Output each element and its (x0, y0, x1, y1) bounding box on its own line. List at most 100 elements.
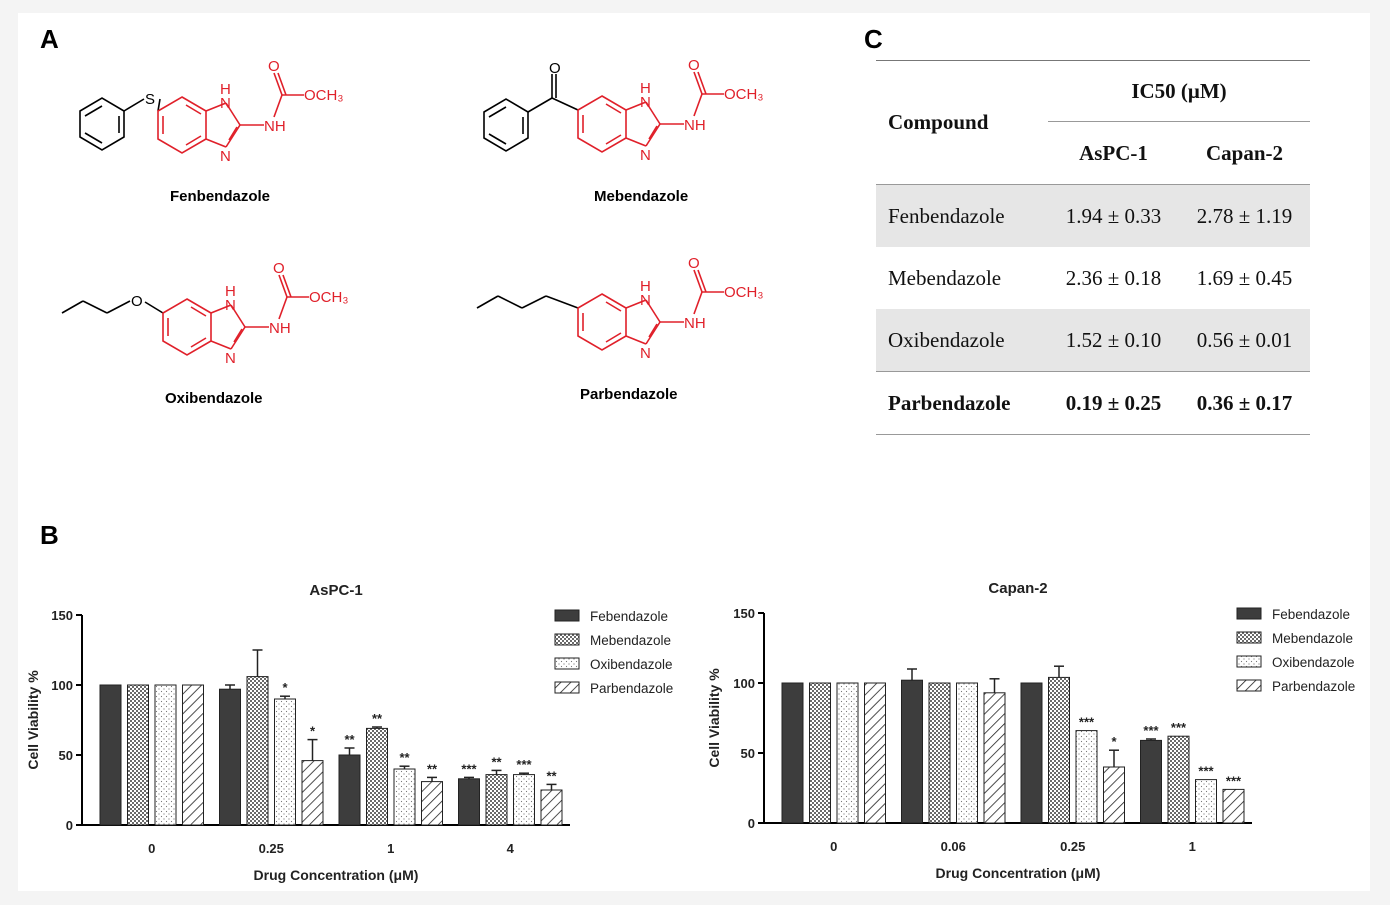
significance-label: *** (1143, 723, 1159, 738)
bar[interactable] (127, 684, 149, 826)
bar[interactable] (540, 789, 563, 826)
panel-label-c: C (864, 24, 883, 54)
ic50-table: Compound IC50 (μM) AsPC-1 Capan-2 Fenben… (876, 60, 1310, 435)
molecule-name: Fenbendazole (170, 188, 270, 205)
significance-label: * (1111, 734, 1117, 749)
capan2-value-cell: 0.56 ± 0.01 (1179, 309, 1310, 372)
ring-nh-label: H (640, 278, 651, 295)
aspc1-value-cell: 2.36 ± 0.18 (1065, 265, 1162, 290)
bar[interactable] (99, 684, 122, 826)
bar[interactable] (928, 682, 951, 824)
bar[interactable] (983, 692, 1006, 824)
significance-label: *** (461, 761, 477, 776)
significance-label: *** (1226, 773, 1242, 788)
methoxy-label: OCH₃ (309, 289, 348, 306)
bar[interactable] (154, 684, 177, 826)
x-tick-label: 0.06 (941, 839, 966, 854)
amide-nh-label: NH (684, 315, 706, 332)
chart-title: Capan-2 (988, 580, 1047, 597)
carbonyl-o-label: O (688, 57, 700, 74)
bar[interactable] (1167, 735, 1190, 824)
bar[interactable] (513, 774, 535, 826)
bar[interactable] (338, 754, 361, 826)
table-row: Oxibendazole 1.52 ± 0.10 0.56 ± 0.01 (876, 309, 1310, 372)
molecule-oxibendazole: O H N N NH O OCH₃ Oxibendazole (61, 260, 348, 407)
methoxy-label: OCH₃ (724, 284, 763, 301)
y-tick-label: 0 (66, 818, 73, 833)
aspc1-column-header: AsPC-1 (1079, 140, 1148, 165)
significance-label: * (310, 724, 316, 739)
molecule-name: Mebendazole (594, 188, 688, 205)
legend-label: Mebendazole (1272, 631, 1353, 646)
ring-n-label: N (640, 345, 651, 362)
bar[interactable] (1048, 676, 1070, 824)
ring-n-label: N (225, 350, 236, 367)
legend-swatch (554, 609, 580, 622)
legend-swatch (1236, 607, 1262, 620)
ring-n-label: N (640, 147, 651, 164)
compound-name-cell: Oxibendazole (876, 309, 1048, 372)
compound-name-cell: Mebendazole (888, 265, 1002, 290)
amide-nh-label: NH (684, 117, 706, 134)
y-tick-label: 100 (733, 676, 755, 691)
ring-nh-label-n: N (640, 292, 651, 309)
significance-label: *** (516, 757, 532, 772)
bar[interactable] (781, 682, 804, 824)
carbonyl-o-label: O (268, 58, 280, 75)
bar[interactable] (182, 684, 204, 826)
bar[interactable] (1075, 730, 1098, 824)
bar[interactable] (219, 688, 241, 826)
bar[interactable] (246, 676, 269, 826)
sulfur-atom-label: S (145, 91, 155, 108)
bar[interactable] (1103, 766, 1125, 824)
ring-n-label: N (220, 148, 231, 165)
significance-label: *** (1198, 764, 1214, 779)
bar[interactable] (274, 698, 296, 826)
aspc1-value-cell: 0.19 ± 0.25 (1065, 390, 1162, 415)
ring-nh-label: H (225, 283, 236, 300)
panel-a-structures: A (40, 24, 763, 407)
legend-swatch (1236, 655, 1262, 668)
legend-label: Oxibendazole (590, 657, 673, 672)
bar[interactable] (366, 727, 388, 826)
panel-label-a: A (40, 24, 59, 54)
bar[interactable] (421, 781, 443, 826)
bar[interactable] (809, 682, 831, 824)
legend-label: Parbendazole (1272, 679, 1355, 694)
x-axis-label: Drug Concentration (μM) (254, 867, 419, 883)
bar[interactable] (393, 768, 416, 826)
bar[interactable] (901, 679, 923, 824)
significance-label: ** (372, 711, 383, 726)
molecule-name: Parbendazole (580, 386, 678, 403)
bar[interactable] (1140, 739, 1162, 824)
bar[interactable] (864, 682, 886, 824)
molecule-fenbendazole: S H N N NH O OCH₃ Fenbendazole (79, 58, 343, 205)
x-tick-label: 0.25 (1060, 839, 1085, 854)
bar[interactable] (485, 774, 508, 826)
legend-label: Mebendazole (590, 633, 671, 648)
compound-header: Compound (888, 110, 989, 134)
bar[interactable] (301, 760, 324, 826)
bar[interactable] (956, 682, 978, 824)
aspc1-value-cell: 1.94 ± 0.33 (1048, 184, 1179, 247)
legend-swatch (1236, 631, 1262, 644)
x-tick-label: 0 (830, 839, 837, 854)
legend-label: Oxibendazole (1272, 655, 1355, 670)
significance-label: * (282, 680, 288, 695)
bar[interactable] (1020, 682, 1043, 824)
amide-nh-label: NH (264, 118, 286, 135)
bar[interactable] (1195, 779, 1217, 824)
bar[interactable] (458, 778, 480, 826)
x-tick-label: 4 (507, 841, 515, 856)
legend-swatch (554, 657, 580, 670)
methoxy-label: OCH₃ (304, 87, 343, 104)
chart-capan2: Capan-2 0 50 100 150 Cell Viability % Drug Con… (706, 580, 1355, 881)
table-row: Fenbendazole 1.94 ± 0.33 2.78 ± 1.19 (876, 184, 1310, 247)
significance-label: *** (1079, 715, 1095, 730)
bar[interactable] (1222, 788, 1245, 824)
bar[interactable] (836, 682, 859, 824)
ether-o-label: O (131, 293, 143, 310)
aspc1-value-cell: 1.52 ± 0.10 (1048, 309, 1179, 372)
table-row: Parbendazole 0.19 ± 0.25 0.36 ± 0.17 (876, 371, 1310, 435)
